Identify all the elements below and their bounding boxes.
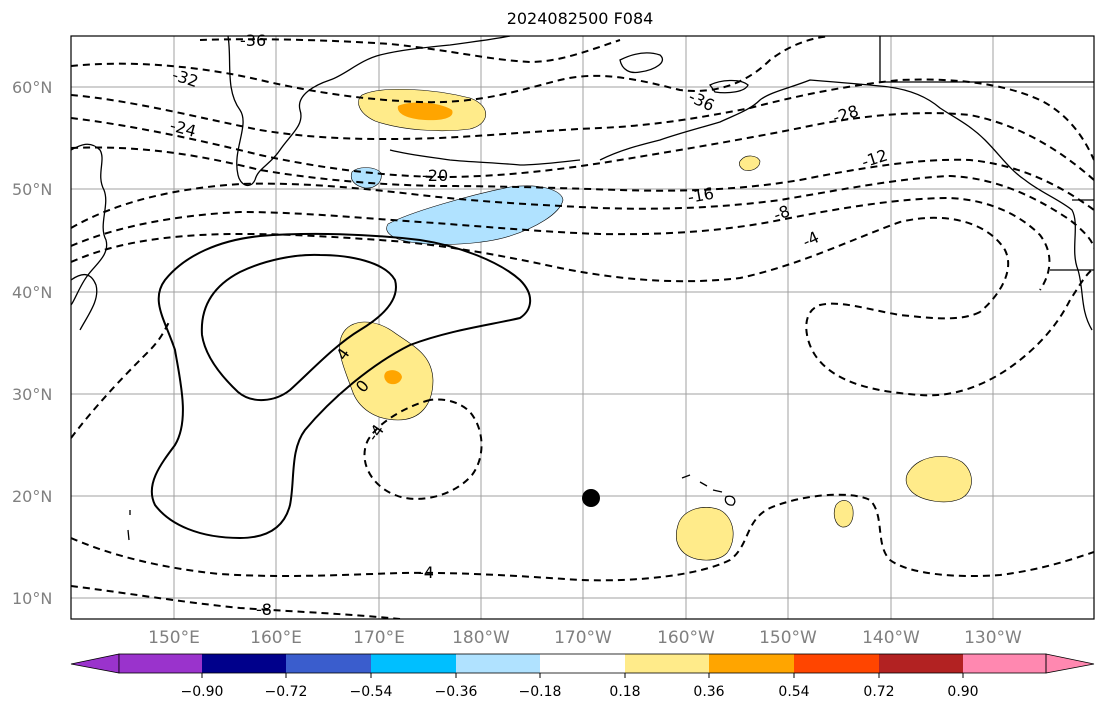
anomaly-positive-central-core [384, 370, 402, 385]
colorbar-tick-label: 0.36 [693, 684, 724, 700]
colorbar-extend-max [1045, 653, 1095, 674]
shaded-anomalies [339, 88, 972, 561]
lon-label: 130°W [964, 628, 1022, 648]
contour-label: -8 [771, 201, 792, 224]
lat-label: 30°N [12, 385, 52, 404]
lat-label: 40°N [12, 283, 52, 302]
colorbar-tick-label: −0.90 [181, 684, 224, 700]
lat-label: 20°N [12, 487, 52, 506]
colorbar-bin [963, 654, 1046, 673]
contour-label: -20 [422, 166, 448, 185]
colorbar-tick-label: 0.72 [863, 684, 894, 700]
contour-line-m8-south [71, 585, 401, 619]
contour-line-m8 [71, 196, 1051, 291]
colorbar-tick-label: −0.36 [435, 684, 478, 700]
lon-label: 180°W [452, 628, 510, 648]
anomaly-positive-small-gulf [739, 155, 761, 171]
anomaly-positive-east [905, 456, 972, 503]
contour-label: -4 [799, 227, 821, 251]
colorbar-bin [625, 654, 709, 673]
anomaly-positive-south [675, 506, 734, 561]
colorbar-ticks [201, 673, 964, 678]
anomaly-positive-central [339, 321, 434, 421]
lon-label: 170°W [554, 628, 612, 648]
colorbar-bin [286, 654, 371, 673]
lon-label: 150°W [759, 628, 817, 648]
colorbar-bin [879, 654, 963, 673]
contour-lines [71, 36, 1094, 619]
contour-line-m32 [71, 36, 831, 104]
colorbar-bin [119, 654, 202, 673]
colorbar-tick-label: −0.72 [265, 684, 308, 700]
contour-line-m4a [71, 216, 1010, 313]
anomaly-positive-hawaii-east [833, 500, 854, 528]
lon-label: 170°E [353, 628, 405, 648]
contour-line-m36 [199, 38, 621, 64]
map-border [70, 35, 1095, 620]
colorbar-tick-label: 0.90 [947, 684, 978, 700]
colorbar-tick-label: −0.18 [519, 684, 562, 700]
lat-label: 50°N [12, 180, 52, 199]
lon-label: 140°W [862, 628, 920, 648]
contour-line-m24a [71, 78, 1094, 161]
colorbar: −0.90 −0.72 −0.54 −0.36 −0.18 0.18 0.36 … [70, 653, 1095, 700]
colorbar-bin [456, 654, 540, 673]
contour-label: -4 [418, 563, 434, 582]
colorbar-bin [371, 654, 456, 673]
longitude-labels: 150°E 160°E 170°E 180°W 170°W 160°W 150°… [148, 628, 1022, 648]
contour-line-m4-south [71, 493, 1094, 582]
colorbar-extend-min [70, 653, 120, 674]
contour-line-m4-east-loop [805, 267, 1094, 397]
lat-label: 10°N [12, 589, 52, 608]
contour-line-m12 [71, 174, 1094, 249]
colorbar-bin [540, 654, 625, 673]
lon-label: 160°W [657, 628, 715, 648]
contour-line-m4-south-loop [363, 398, 483, 500]
grid-lines [71, 36, 1094, 619]
lat-label: 60°N [12, 78, 52, 97]
colorbar-bin [794, 654, 879, 673]
colorbar-tick-label: 0.18 [609, 684, 640, 700]
colorbar-bin [709, 654, 794, 673]
latitude-labels: 60°N 50°N 40°N 30°N 20°N 10°N [12, 78, 52, 608]
colorbar-frame [118, 653, 1047, 674]
contour-label: -16 [686, 184, 715, 207]
contour-line-0-outer [150, 232, 532, 540]
contour-line-m4-west [71, 319, 171, 439]
contour-line-m20 [71, 112, 1094, 181]
colorbar-bin [202, 654, 286, 673]
contour-line-0-inner [200, 253, 397, 401]
contour-label: -36 [240, 31, 266, 50]
colorbar-tick-label: −0.54 [350, 684, 393, 700]
colorbar-tick-label: 0.54 [778, 684, 809, 700]
anomaly-positive-kamchatka-core [397, 102, 453, 121]
lon-label: 150°E [148, 628, 200, 648]
station-marker [582, 489, 600, 507]
lon-label: 160°E [250, 628, 302, 648]
map-title: 2024082500 F084 [506, 9, 654, 28]
contour-label: -8 [256, 600, 272, 619]
